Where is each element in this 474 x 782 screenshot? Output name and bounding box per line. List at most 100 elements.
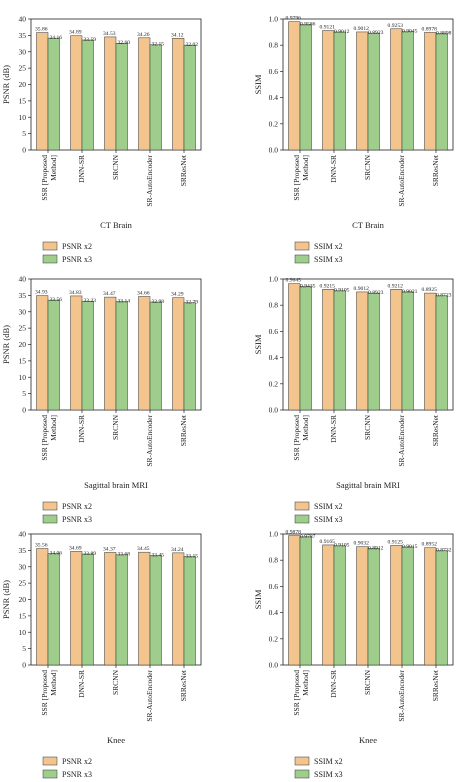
bar-x3 [183, 556, 196, 666]
legend-label: PSNR x3 [62, 770, 92, 779]
bar-x2 [356, 546, 369, 666]
x-tick-label: SR-AutoEncoder [397, 415, 406, 467]
data-label: 0.9012 [354, 286, 370, 292]
y-tick-label: 5 [22, 644, 26, 653]
data-label: 34.24 [171, 547, 184, 553]
legend-label: SSIM x2 [314, 757, 343, 766]
data-label: 35.86 [35, 27, 48, 33]
data-label: 32.98 [151, 299, 164, 305]
bar-x2 [104, 552, 117, 666]
y-tick-label: 20 [19, 595, 27, 604]
data-label: 0.9787 [300, 534, 316, 540]
bar-x3 [115, 301, 128, 411]
bar-x2 [70, 35, 83, 151]
y-tick-label: 5 [22, 389, 26, 398]
y-tick-label: 0.4 [269, 353, 279, 362]
data-label: 0.8952 [422, 542, 438, 548]
bar-x3 [435, 550, 448, 666]
bar-x2 [424, 547, 437, 666]
data-label: 33.23 [83, 298, 96, 304]
x-tick-label: SRCNN [111, 414, 120, 440]
x-axis-label: CT Brain [352, 220, 384, 230]
data-label: 34.89 [69, 30, 82, 36]
bar-x2 [104, 296, 117, 411]
bar-x2 [322, 30, 335, 151]
bar-x2 [172, 552, 185, 666]
data-label: 0.8923 [368, 30, 384, 36]
x-tick-label: SSR [ProposedMethod] [292, 670, 310, 716]
bar-x3 [81, 553, 94, 666]
data-label: 0.9586 [300, 21, 316, 27]
data-label: 33.59 [83, 37, 96, 43]
data-label: 34.83 [69, 290, 82, 296]
legend-label: SSIM x3 [314, 770, 343, 779]
bar-x3 [149, 555, 162, 666]
x-axis-label: Knee [359, 735, 377, 745]
y-tick-label: 10 [19, 113, 27, 122]
x-tick-label: SRResNet [179, 414, 188, 446]
y-tick-label: 15 [19, 611, 27, 620]
y-tick-label: 0 [22, 406, 26, 415]
x-tick-label: SSR [ProposedMethod] [40, 415, 58, 461]
y-tick-label: 1.0 [269, 530, 279, 539]
data-label: 32.02 [185, 42, 198, 48]
legend-label: PSNR x2 [62, 757, 92, 766]
y-tick-label: 0.0 [269, 661, 279, 670]
bar-x2 [322, 289, 335, 411]
data-label: 34.26 [137, 32, 150, 38]
legend-swatch-x3 [42, 514, 58, 524]
y-tick-label: 0.2 [269, 379, 279, 388]
data-label: 32.60 [117, 40, 130, 46]
y-tick-label: 0.6 [269, 67, 279, 76]
bar-x2 [36, 32, 49, 151]
y-axis-label: PSNR (dB) [1, 325, 11, 364]
data-label: 35.56 [35, 543, 48, 549]
y-tick-label: 30 [19, 562, 27, 571]
bar-x2 [288, 535, 301, 666]
legend-label: PSNR x3 [62, 255, 92, 264]
y-tick-label: 0 [22, 146, 26, 155]
data-label: 34.37 [103, 546, 116, 552]
y-tick-label: 5 [22, 129, 26, 138]
legend-swatch-x2 [294, 501, 310, 511]
bar-x3 [47, 553, 60, 666]
bar-x2 [390, 289, 403, 411]
data-label: 33.89 [83, 551, 96, 557]
bar-x3 [367, 292, 380, 411]
y-tick-label: 15 [19, 356, 27, 365]
legend-swatch-x3 [294, 514, 310, 524]
y-tick-label: 1.0 [269, 15, 279, 24]
bar-x3 [401, 31, 414, 151]
x-tick-label: DNN-SR [329, 155, 338, 183]
y-axis-label: SSIM [253, 589, 263, 609]
legend: PSNR x2 PSNR x3 [42, 501, 92, 524]
x-axis-label: CT Brain [100, 220, 132, 230]
bar-x2 [138, 37, 151, 151]
bar-x3 [47, 37, 60, 151]
bar-x3 [81, 300, 94, 411]
y-tick-label: 25 [19, 64, 27, 73]
bar-x2 [172, 38, 185, 151]
legend-label: PSNR x2 [62, 242, 92, 251]
data-label: 0.8912 [368, 545, 384, 551]
data-label: 32.15 [151, 42, 164, 48]
data-label: 34.53 [103, 31, 116, 37]
data-label: 0.9045 [402, 29, 418, 35]
data-label: 34.93 [35, 290, 48, 296]
x-tick-label: SR-AutoEncoder [397, 670, 406, 722]
y-tick-label: 25 [19, 579, 27, 588]
y-tick-label: 10 [19, 373, 27, 382]
y-tick-label: 0.8 [269, 41, 279, 50]
y-tick-label: 0.0 [269, 406, 279, 415]
bar-x3 [149, 44, 162, 151]
bar-x3 [149, 301, 162, 411]
x-tick-label: SRResNet [431, 669, 440, 701]
y-tick-label: 35 [19, 291, 27, 300]
bar-x2 [424, 292, 437, 411]
data-label: 0.9212 [388, 283, 404, 289]
y-tick-label: 10 [19, 628, 27, 637]
bar-x2 [390, 28, 403, 151]
y-tick-label: 30 [19, 307, 27, 316]
